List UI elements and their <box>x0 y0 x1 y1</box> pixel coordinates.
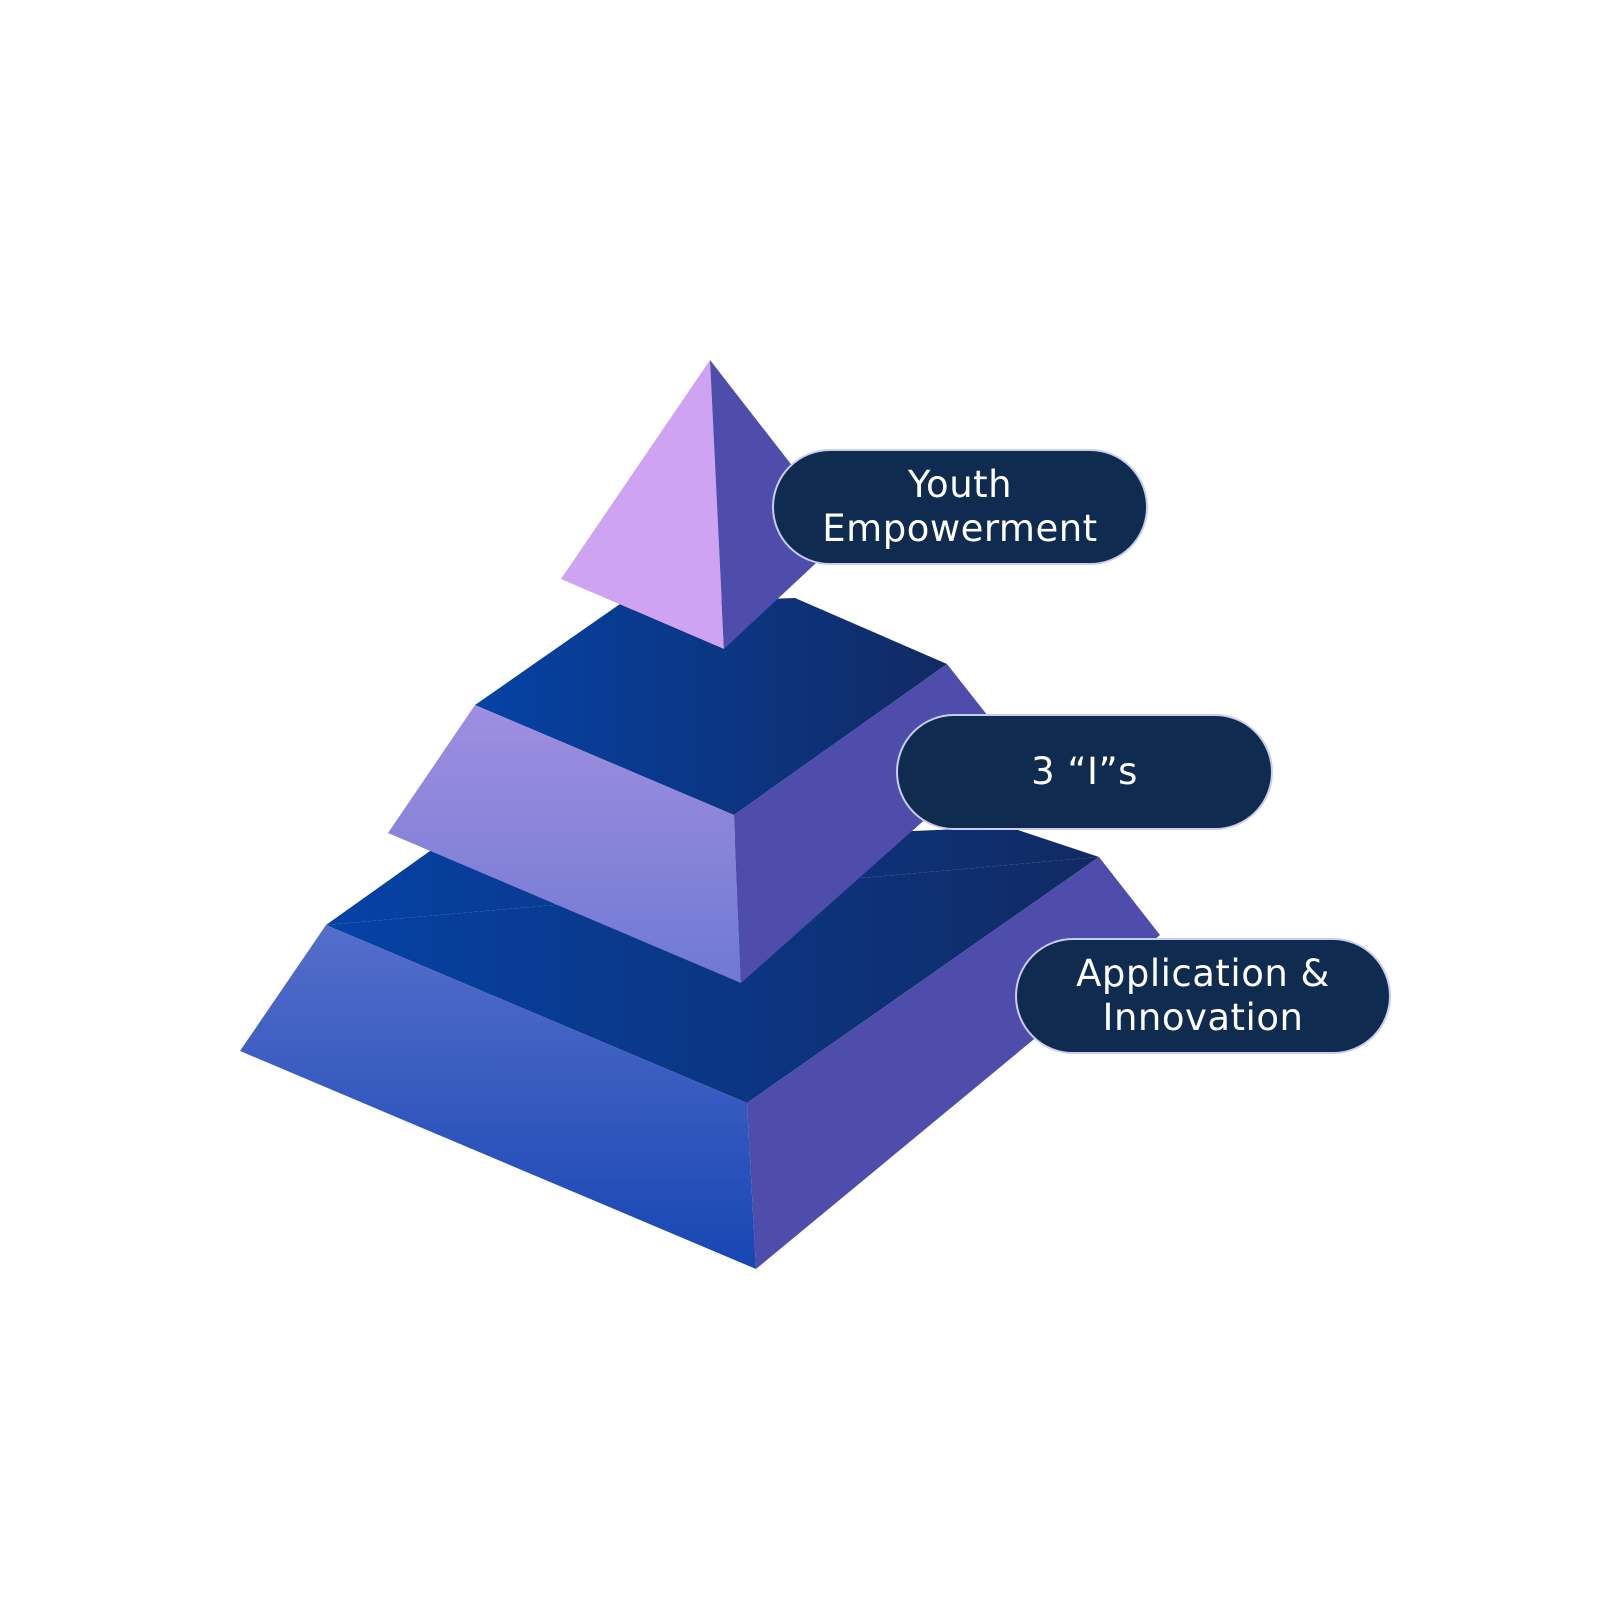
level-label-youth-empowerment: Youth Empowerment <box>772 449 1148 565</box>
middle-tier-top-face <box>475 598 947 815</box>
middle-tier-front-face <box>388 705 741 983</box>
level-label-text: Youth Empowerment <box>822 463 1098 550</box>
level-label-application-innovation: Application & Innovation <box>1015 938 1391 1054</box>
top-tier-left-face <box>561 360 724 649</box>
level-label-text: 3 “I”s <box>1031 750 1138 793</box>
level-label-text: Application & Innovation <box>1076 952 1330 1039</box>
bottom-tier-top-face <box>326 857 1099 1103</box>
bottom-tier-front-face <box>240 925 756 1269</box>
level-label-3-is: 3 “I”s <box>896 714 1273 830</box>
